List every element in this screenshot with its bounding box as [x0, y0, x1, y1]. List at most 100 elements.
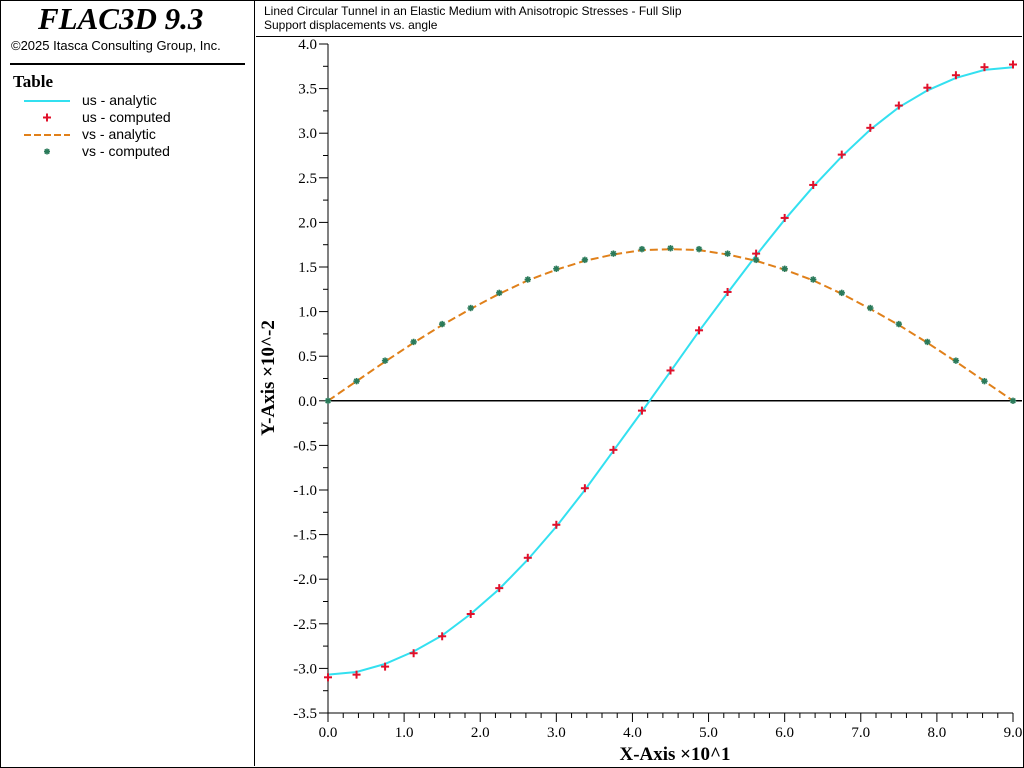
us-computed-point: [809, 180, 818, 189]
vs-computed-point: [381, 357, 389, 364]
us-computed-point: [438, 632, 447, 641]
x-axis-label: X-Axis ×10^1: [619, 744, 730, 765]
us-computed-point: [980, 63, 989, 72]
y-tick-label: 1.0: [298, 305, 317, 321]
legend-label: us - analytic: [82, 92, 157, 108]
us-computed-point: [951, 71, 960, 80]
legend-label: us - computed: [82, 109, 171, 125]
us-computed-point: [637, 406, 646, 415]
us-computed-point: [495, 584, 504, 593]
y-tick-label: 0.0: [298, 394, 317, 410]
us-computed-point: [1009, 60, 1017, 69]
vs-computed-point: [695, 245, 703, 253]
star-d2: [410, 339, 417, 345]
star-d2: [924, 339, 931, 345]
star-d2: [382, 357, 388, 364]
us-computed-point: [666, 366, 675, 375]
vs-computed-point: [952, 357, 960, 364]
x-tick-label: 4.0: [623, 725, 642, 741]
star-d2: [810, 276, 817, 283]
us-computed-point: [324, 673, 332, 682]
y-tick-label: -1.0: [293, 483, 317, 499]
us-computed-point: [723, 287, 732, 296]
y-tick-label: 0.5: [298, 349, 317, 365]
star-d2: [325, 397, 331, 404]
star-d2: [582, 256, 588, 263]
us-computed-point: [609, 445, 618, 454]
x-tick-label: 0.0: [319, 725, 338, 741]
us-computed-point: [552, 520, 561, 529]
vs-computed-point: [553, 265, 560, 272]
us-computed-point: [409, 649, 418, 658]
y-axis-label: Y-Axis ×10^-2: [258, 320, 279, 436]
vs-computed-point: [838, 289, 845, 297]
star-marker-icon: [44, 148, 50, 155]
x-tick-label: 7.0: [851, 725, 870, 741]
star-d2: [1010, 397, 1016, 404]
star-d2: [895, 321, 902, 327]
y-tick-label: -2.5: [293, 617, 317, 633]
star-d2: [524, 276, 531, 283]
star-d2: [667, 245, 674, 252]
vs-computed-point: [353, 377, 360, 385]
x-tick-label: 9.0: [1004, 725, 1023, 741]
star-d2: [610, 250, 617, 257]
y-tick-label: -2.0: [293, 572, 317, 588]
legend-panel: FLAC3D 9.3 ©2025 Itasca Consulting Group…: [0, 0, 255, 766]
y-tick-label: 1.5: [298, 260, 317, 276]
vs-computed-point: [581, 256, 589, 264]
vs-computed-point: [924, 338, 931, 346]
vs-computed-point: [610, 250, 617, 257]
vs-computed-point: [867, 304, 874, 312]
vs-computed-point: [724, 250, 731, 257]
vs-computed-point: [438, 320, 446, 328]
star-d2: [353, 378, 360, 385]
us-computed-point: [580, 484, 589, 493]
star-d2: [496, 290, 503, 296]
y-tick-label: 3.0: [298, 126, 317, 142]
y-tick-label: -3.0: [293, 661, 317, 677]
star-d2: [553, 265, 560, 272]
us-computed-point: [780, 213, 789, 222]
y-tick-label: 2.0: [298, 215, 317, 231]
x-tick-label: 8.0: [928, 725, 947, 741]
us-computed-point: [752, 249, 761, 258]
legend-title: Table: [13, 72, 54, 91]
vs-computed-point: [524, 276, 531, 283]
star-d2: [867, 305, 874, 311]
title-divider: [10, 63, 245, 65]
legend-label: vs - computed: [82, 143, 170, 159]
y-tick-label: 3.5: [298, 82, 317, 98]
legend-item-vs-analytic[interactable]: vs - analytic: [10, 126, 250, 143]
vs-computed-point: [410, 338, 417, 346]
us-computed-point: [352, 670, 361, 679]
vs-computed-point: [752, 256, 760, 264]
plot-title: Lined Circular Tunnel in an Elastic Medi…: [264, 4, 682, 18]
star-d2: [753, 256, 759, 263]
legend-item-us-computed[interactable]: us - computed: [10, 109, 250, 126]
legend-item-us-analytic[interactable]: us - analytic: [10, 92, 250, 109]
series-line-vs-analytic: [327, 248, 1014, 402]
y-tick-label: -0.5: [293, 438, 317, 454]
us-computed-point: [523, 553, 532, 562]
vs-computed-point: [324, 397, 332, 404]
app-title: FLAC3D 9.3: [38, 1, 204, 36]
us-computed-point: [466, 609, 475, 618]
us-computed-point: [695, 326, 704, 335]
vs-computed-point: [810, 276, 817, 283]
us-computed-point: [837, 150, 846, 159]
us-computed-point: [923, 83, 932, 92]
x-tick-label: 1.0: [395, 725, 414, 741]
legend-item-vs-computed[interactable]: vs - computed: [10, 143, 250, 160]
y-tick-label: -3.5: [293, 706, 317, 722]
solid-line-icon: [24, 100, 70, 102]
star-d2: [639, 246, 645, 253]
vs-computed-point: [981, 377, 988, 385]
copyright-text: ©2025 Itasca Consulting Group, Inc.: [11, 38, 221, 53]
dashed-line-icon: [24, 134, 70, 136]
vs-computed-point: [467, 304, 474, 312]
star-d2: [981, 378, 988, 385]
x-tick-label: 5.0: [699, 725, 718, 741]
vs-computed-point: [781, 265, 788, 272]
